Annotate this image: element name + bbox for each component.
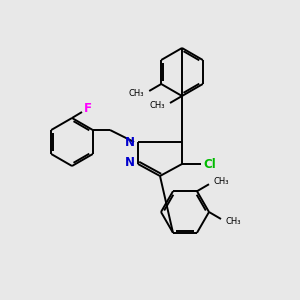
Text: CH₃: CH₃	[214, 177, 230, 186]
Text: CH₃: CH₃	[129, 89, 144, 98]
Text: F: F	[84, 103, 92, 116]
Text: N: N	[125, 157, 135, 169]
Text: CH₃: CH₃	[149, 101, 165, 110]
Text: N: N	[125, 136, 135, 149]
Text: Cl: Cl	[204, 158, 216, 170]
Text: CH₃: CH₃	[226, 217, 242, 226]
